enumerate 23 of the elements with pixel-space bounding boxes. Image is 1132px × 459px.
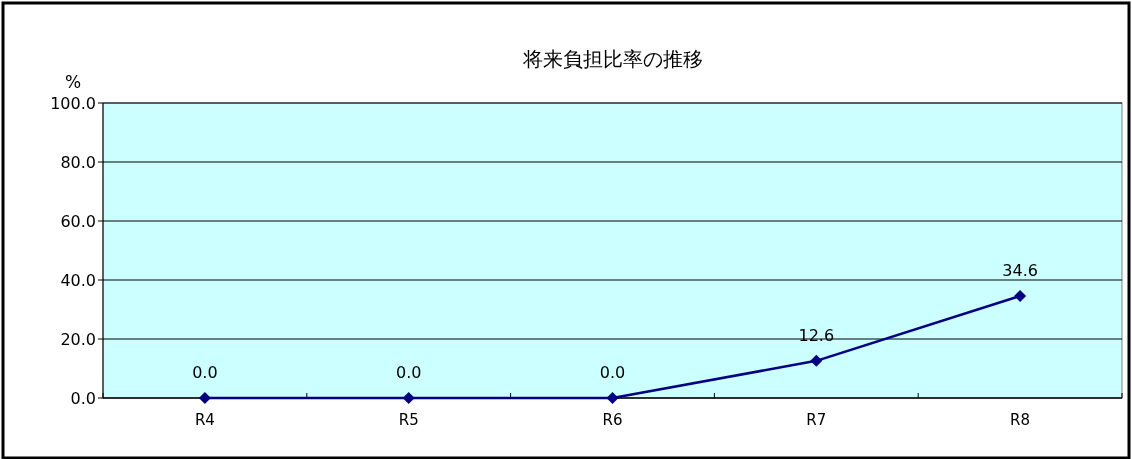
x-tick-label: R5 [398,411,419,429]
data-label: 0.0 [599,363,626,382]
data-label: 0.0 [395,363,422,382]
x-tick-label: R8 [1010,411,1031,429]
point [606,392,619,404]
point [810,354,823,367]
data-label: 12.6 [798,325,835,345]
y-tick-label: 20.0 [60,330,96,349]
y-tick-label: 100.0 [50,94,96,113]
point [1014,289,1027,302]
data-label: 34.6 [1002,260,1038,280]
y-tick-label: 0.0 [70,389,96,408]
x-tick-label: R6 [602,411,623,429]
y-tick-label: 60.0 [60,212,96,231]
ylabel: % [64,72,82,92]
y-tick-label: 40.0 [60,271,96,290]
data-label: 0.0 [192,363,218,382]
point [402,392,415,404]
y-tick-label: 80.0 [60,153,96,172]
x-tick-label: R4 [194,411,215,429]
x-tick-label: R7 [806,411,827,429]
title: 将来負担比率の推移 [522,47,703,71]
point [198,392,211,404]
